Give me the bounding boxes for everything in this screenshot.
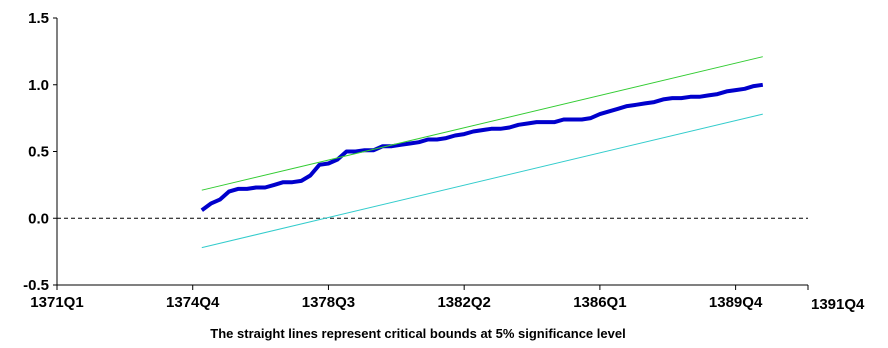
chart-caption: The straight lines represent critical bo… — [210, 326, 625, 341]
series-layer — [200, 56, 764, 249]
x-tick-label: 1382Q2 — [437, 294, 490, 311]
y-tick-label: 1.5 — [28, 10, 49, 27]
y-tick-label: 0.5 — [28, 144, 49, 161]
upper-bound-line — [201, 56, 763, 191]
x-tick-label: 1374Q4 — [166, 294, 220, 311]
y-tick-label: -0.5 — [23, 277, 49, 294]
x-tick-label: 1389Q4 — [709, 294, 763, 311]
x-tick-label: 1386Q1 — [573, 294, 626, 311]
x-tick-label: 1371Q1 — [30, 294, 83, 311]
y-tick-label: 0.0 — [28, 210, 49, 227]
axes — [53, 17, 809, 290]
lower-bound-line — [201, 113, 763, 249]
y-tick-label: 1.0 — [28, 77, 49, 94]
x-tick-label: 1378Q3 — [302, 294, 355, 311]
x-tick-label: 1391Q4 — [811, 296, 865, 313]
cusum-line — [200, 82, 764, 212]
